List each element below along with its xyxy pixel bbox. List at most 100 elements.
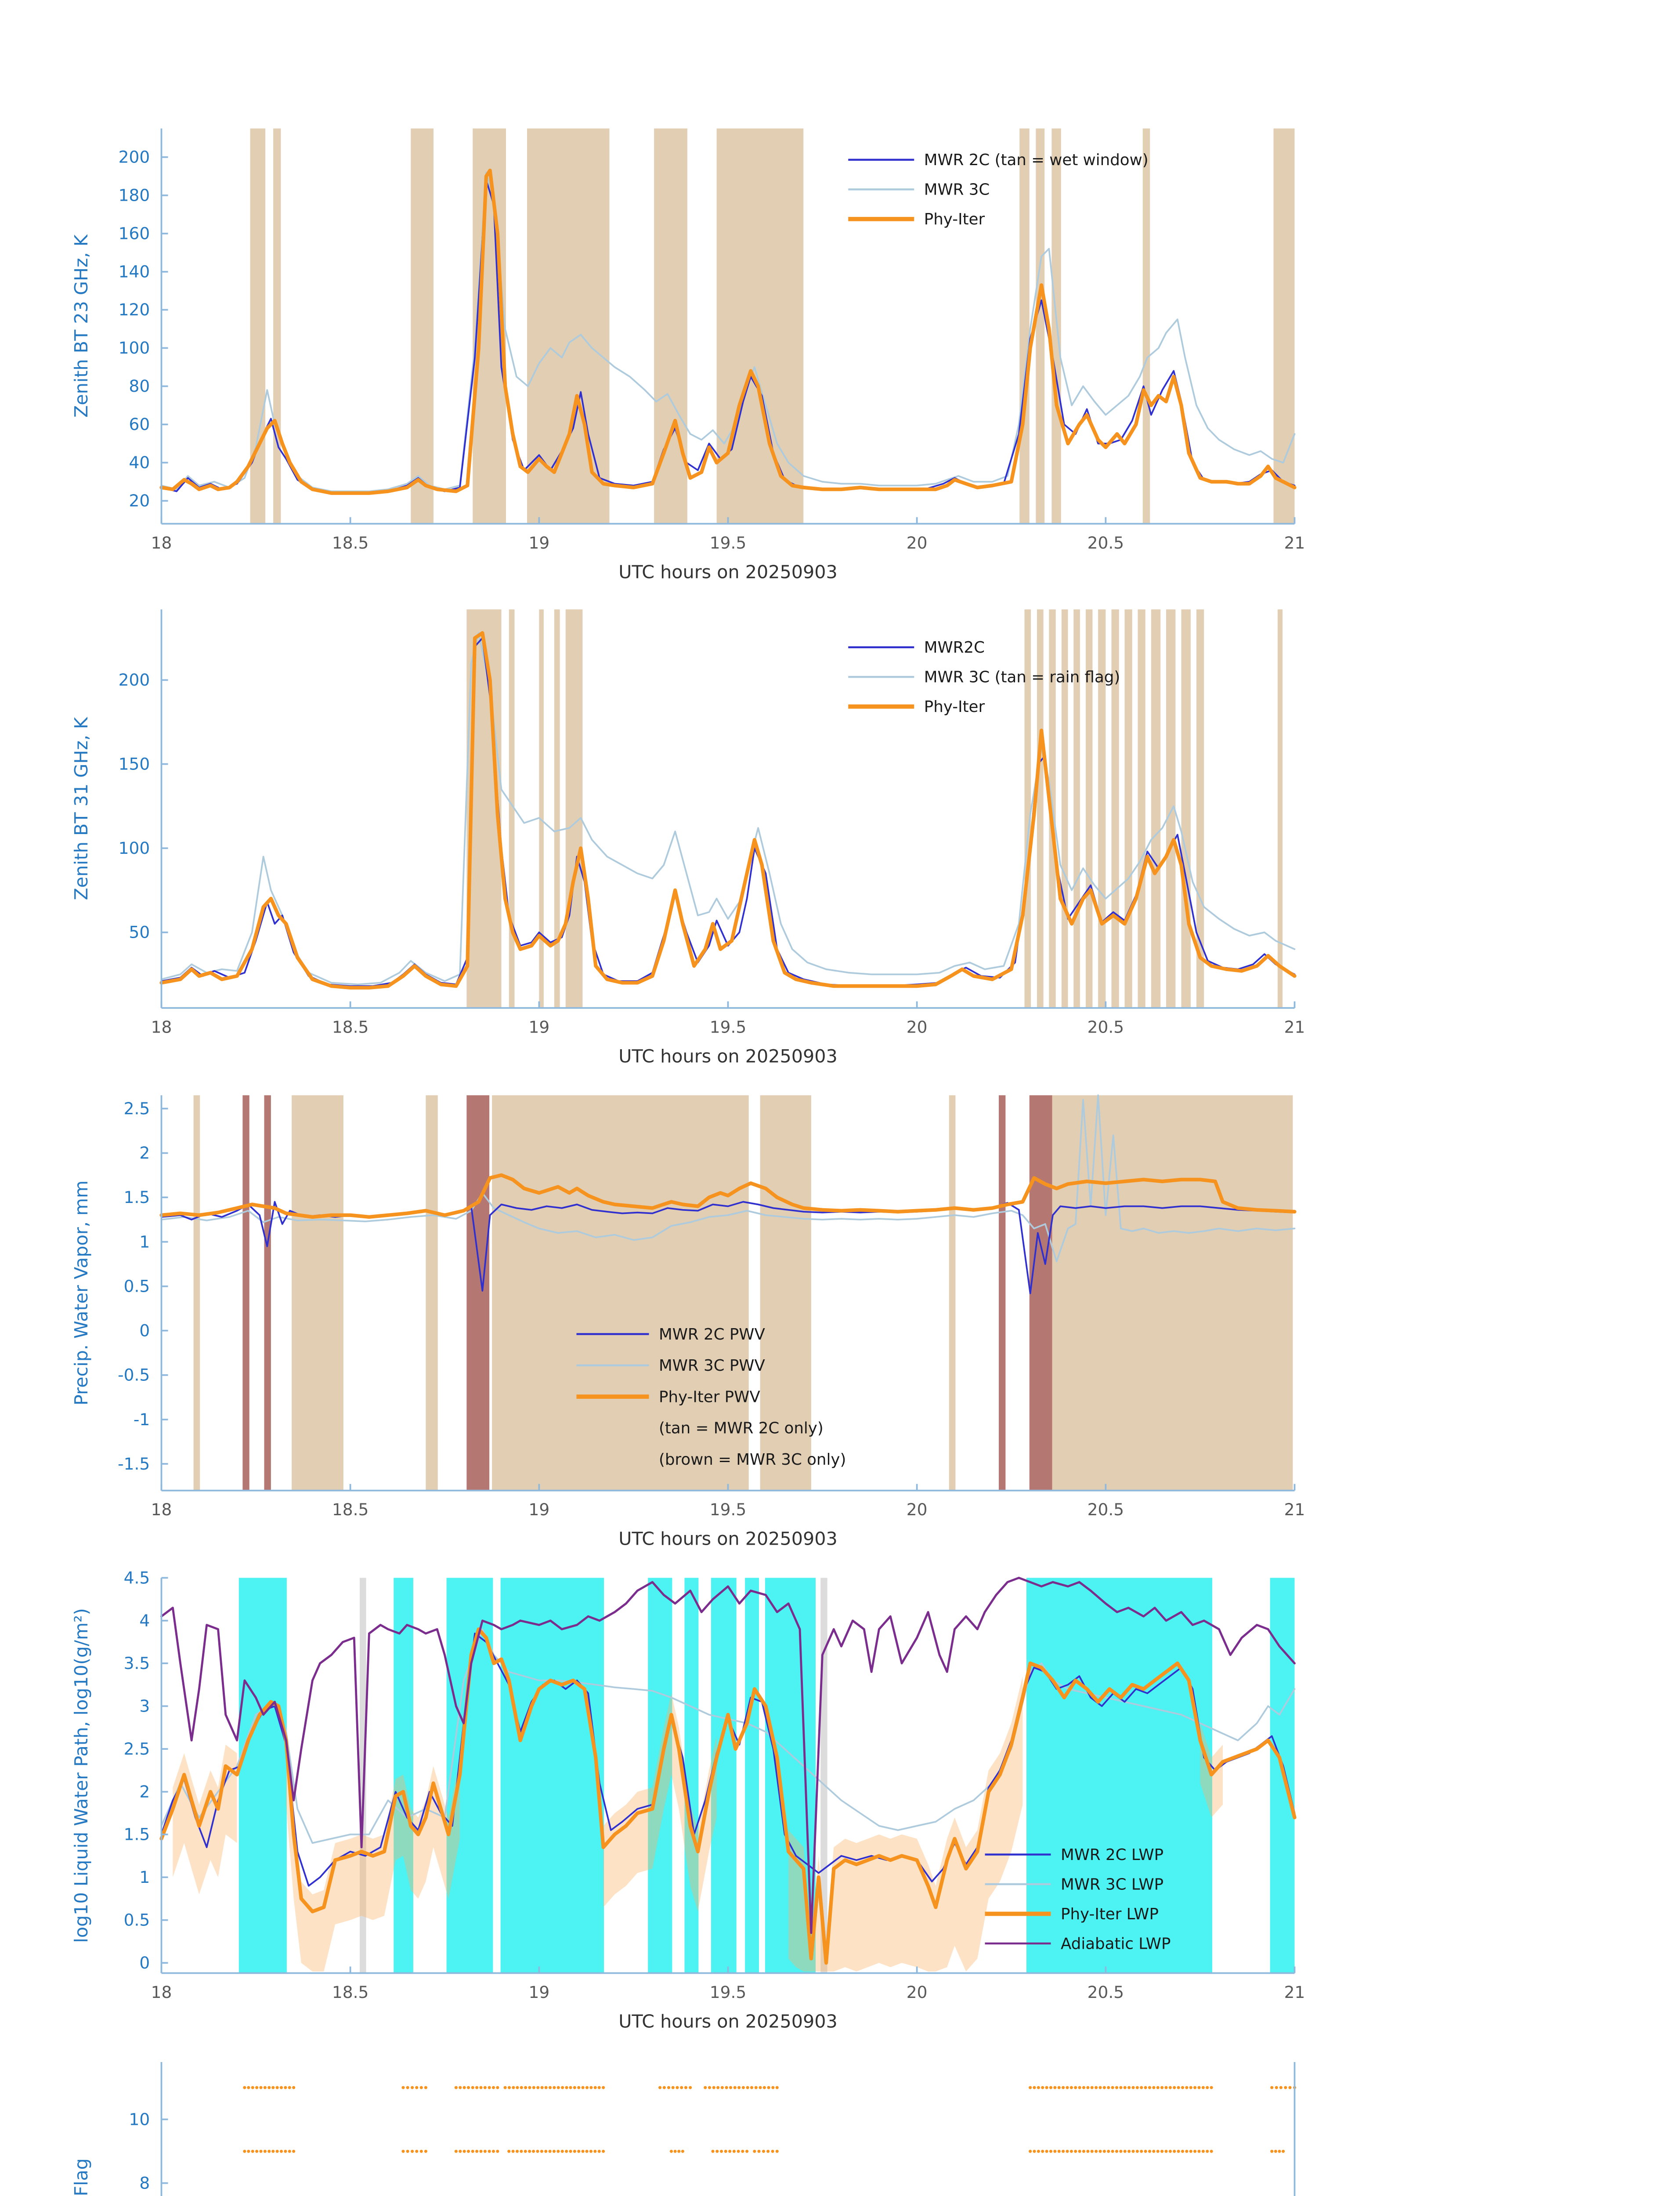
dq-flag-dot — [1069, 2086, 1073, 2089]
dq-flag-dot — [1193, 2086, 1197, 2089]
x-tick-label: 20.5 — [1087, 1500, 1124, 1519]
dq-flag-dot — [1074, 2149, 1077, 2153]
dq-flag-dot — [284, 2149, 287, 2153]
x-tick-label: 18.5 — [332, 533, 369, 553]
y-tick-label: 200 — [119, 670, 150, 690]
dq-flag-dot — [411, 2086, 414, 2089]
wet-window-band — [1036, 128, 1045, 524]
dq-flag-dot — [1082, 2149, 1086, 2153]
dq-flag-dot — [720, 2086, 724, 2089]
lwp-uncertainty-band — [173, 1745, 237, 1895]
dq-flag-dot — [1066, 2086, 1069, 2089]
dq-flag-dot — [406, 2149, 409, 2153]
y-tick-label: 4 — [139, 1611, 150, 1630]
rain-flag-band — [539, 609, 544, 1008]
dq-flag-dot — [1144, 2149, 1147, 2153]
dq-flag-dot — [1284, 2086, 1287, 2089]
dq-flag-dot — [750, 2086, 754, 2089]
dq-flag-dot — [411, 2149, 414, 2153]
dq-flag-dot — [1049, 2149, 1053, 2153]
dq-flag-dot — [406, 2086, 409, 2089]
dq-flag-dot — [1057, 2149, 1061, 2153]
dq-flag-dot — [757, 2149, 761, 2153]
dq-flag-dot — [737, 2149, 740, 2153]
pwv-tan-band — [292, 1095, 343, 1491]
rain-flag-band — [1124, 609, 1132, 1008]
dq-flag-dot — [1148, 2149, 1152, 2153]
dq-flag-dot — [471, 2086, 474, 2089]
y-tick-label: 100 — [119, 338, 150, 358]
dq-flag-dot — [573, 2086, 576, 2089]
dq-flag-dot — [745, 2149, 749, 2153]
dq-flag-dot — [715, 2149, 719, 2153]
dq-flag-dot — [1189, 2149, 1192, 2153]
x-tick-label: 20 — [907, 1500, 928, 1519]
pwv-tan-band — [1052, 1095, 1293, 1491]
dq-flag-dot — [733, 2086, 737, 2089]
x-tick-label: 21 — [1284, 1983, 1305, 2002]
dq-flag-dot — [1177, 2086, 1180, 2089]
rain-flag-band — [1277, 609, 1283, 1008]
y-tick-label: 0.5 — [124, 1911, 150, 1930]
dq-flag-dot — [243, 2086, 246, 2089]
dq-flag-dot — [516, 2086, 519, 2089]
dq-flag-dot — [1033, 2086, 1036, 2089]
dq-flag-dot — [711, 2149, 715, 2153]
dq-flag-dot — [1102, 2086, 1106, 2089]
dq-flag-dot — [1177, 2149, 1180, 2153]
dq-flag-dot — [528, 2086, 531, 2089]
dq-flag-dot — [658, 2086, 662, 2089]
y-axis-label-dqflag: MWR Phy Iter DQ Flag — [71, 2158, 92, 2196]
dq-flag-dot — [1041, 2086, 1044, 2089]
dq-flag-dot — [263, 2086, 267, 2089]
pwv-tan-band — [760, 1095, 811, 1491]
series-mwr-3c-line — [160, 1094, 1296, 1263]
dq-flag-dot — [251, 2086, 254, 2089]
dq-flag-dot — [1144, 2086, 1147, 2089]
rain-flag-band — [1024, 609, 1031, 1008]
x-tick-label: 18.5 — [332, 1983, 369, 2002]
dq-flag-dot — [771, 2149, 774, 2153]
dq-flag-dot — [712, 2086, 715, 2089]
dq-flag-dot — [488, 2086, 491, 2089]
x-tick-label: 19.5 — [710, 1983, 747, 2002]
dq-flag-dot — [1074, 2086, 1077, 2089]
dq-flag-dot — [1140, 2149, 1143, 2153]
x-tick-label: 19 — [529, 1017, 550, 1037]
rain-flag-band — [1151, 609, 1161, 1008]
dq-flag-dot — [1152, 2149, 1156, 2153]
legend-label: MWR 2C PWV — [659, 1326, 766, 1344]
x-tick-label: 20.5 — [1087, 533, 1124, 553]
dq-flag-dot — [1107, 2086, 1110, 2089]
x-tick-label: 19 — [529, 1500, 550, 1519]
lwp-cyan-band — [684, 1578, 699, 1973]
dq-flag-dot — [401, 2149, 405, 2153]
dq-flag-dot — [1090, 2086, 1094, 2089]
rain-flag-band — [509, 609, 515, 1008]
dq-flag-dot — [1057, 2086, 1061, 2089]
dq-flag-dot — [662, 2086, 666, 2089]
dq-flag-dot — [544, 2086, 548, 2089]
dq-flag-dot — [540, 2086, 544, 2089]
dq-flag-dot — [577, 2149, 581, 2153]
y-tick-label: 2 — [139, 1782, 150, 1801]
x-tick-label: 19.5 — [710, 1500, 747, 1519]
x-tick-label: 18 — [151, 1983, 172, 2002]
x-tick-label: 18.5 — [332, 1017, 369, 1037]
dq-flag-dot — [459, 2086, 462, 2089]
series-phy-iter-line — [159, 169, 1297, 495]
dq-flag-dot — [1193, 2149, 1197, 2153]
legend-label: MWR 3C — [924, 181, 990, 199]
dq-flag-dot — [524, 2149, 527, 2153]
dq-flag-dot — [569, 2149, 572, 2153]
dq-flag-dot — [1275, 2086, 1278, 2089]
dq-flag-dot — [775, 2149, 779, 2153]
dq-flag-dot — [1127, 2149, 1131, 2153]
dq-flag-dot — [292, 2149, 296, 2153]
dq-flag-dot — [1156, 2149, 1160, 2153]
dq-flag-dot — [597, 2086, 601, 2089]
x-tick-label: 21 — [1284, 533, 1305, 553]
dq-flag-dot — [496, 2149, 499, 2153]
y-axis-label-pwv: Precip. Water Vapor, mm — [71, 1181, 92, 1405]
